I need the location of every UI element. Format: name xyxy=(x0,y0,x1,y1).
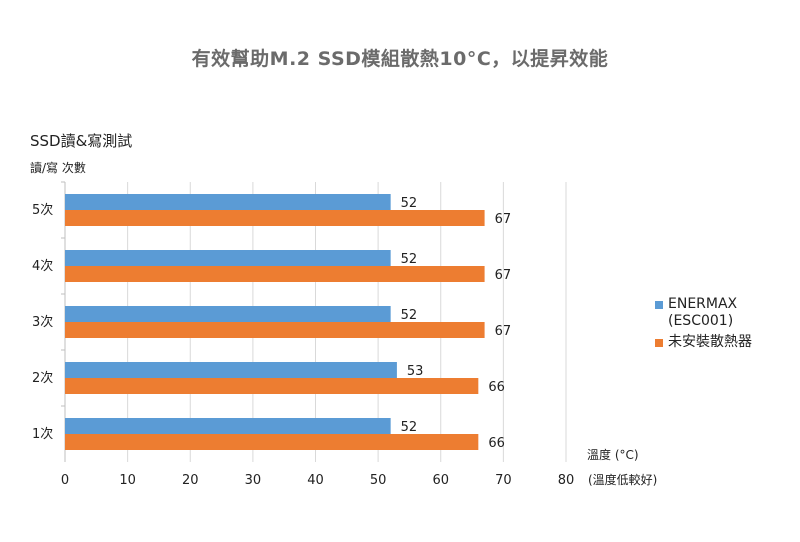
bar-enermax-5 xyxy=(65,194,391,210)
legend-item-no-heatsink: 未安裝散熱器 xyxy=(655,334,752,351)
data-label-no-heatsink-1: 66 xyxy=(488,436,505,451)
bar-no-heatsink-2 xyxy=(65,378,479,394)
bar-no-heatsink-1 xyxy=(65,434,479,450)
x-tick-label-30: 30 xyxy=(245,473,262,488)
y-tick-label-1: 1次 xyxy=(32,426,53,442)
bar-enermax-4 xyxy=(65,250,391,266)
chart-title: SSD讀&寫測試 xyxy=(30,132,133,150)
x-tick-label-40: 40 xyxy=(307,473,324,488)
data-label-enermax-2: 53 xyxy=(407,364,424,379)
legend-label-no-heatsink: 未安裝散熱器 xyxy=(668,334,752,350)
y-axis-title: 讀/寫 次數 xyxy=(30,161,86,175)
data-label-no-heatsink-2: 66 xyxy=(488,380,505,395)
x-tick-label-10: 10 xyxy=(119,473,136,488)
data-label-enermax-3: 52 xyxy=(401,308,418,323)
x-axis-note: (溫度低較好) xyxy=(588,473,658,487)
bar-no-heatsink-5 xyxy=(65,210,485,226)
data-label-enermax-4: 52 xyxy=(401,252,418,267)
data-label-enermax-1: 52 xyxy=(401,420,418,435)
page-title: 有效幫助M.2 SSD模組散熱10°C，以提昇效能 xyxy=(191,48,609,70)
x-tick-label-20: 20 xyxy=(182,473,199,488)
x-tick-label-70: 70 xyxy=(495,473,512,488)
x-tick-label-60: 60 xyxy=(432,473,449,488)
y-tick-label-2: 2次 xyxy=(32,370,53,386)
bar-enermax-1 xyxy=(65,418,391,434)
legend-swatch-enermax xyxy=(655,301,663,309)
bar-no-heatsink-4 xyxy=(65,266,485,282)
y-tick-label-4: 4次 xyxy=(32,258,53,274)
x-tick-label-0: 0 xyxy=(61,473,69,488)
y-tick-label-5: 5次 xyxy=(32,202,53,218)
data-label-no-heatsink-5: 67 xyxy=(495,212,512,227)
y-tick-label-3: 3次 xyxy=(32,314,53,330)
chart-legend: ENERMAX (ESC001) 未安裝散熱器 xyxy=(655,296,752,355)
bar-no-heatsink-3 xyxy=(65,322,485,338)
legend-swatch-no-heatsink xyxy=(655,339,663,347)
x-axis-title: 溫度 (°C) xyxy=(587,448,639,462)
x-tick-label-50: 50 xyxy=(370,473,387,488)
data-label-enermax-5: 52 xyxy=(401,196,418,211)
legend-label-enermax: ENERMAX (ESC001) xyxy=(668,296,738,329)
bar-enermax-2 xyxy=(65,362,397,378)
data-label-no-heatsink-3: 67 xyxy=(495,324,512,339)
bar-enermax-3 xyxy=(65,306,391,322)
legend-item-enermax: ENERMAX (ESC001) xyxy=(655,296,752,330)
data-label-no-heatsink-4: 67 xyxy=(495,268,512,283)
x-tick-label-80: 80 xyxy=(558,473,575,488)
